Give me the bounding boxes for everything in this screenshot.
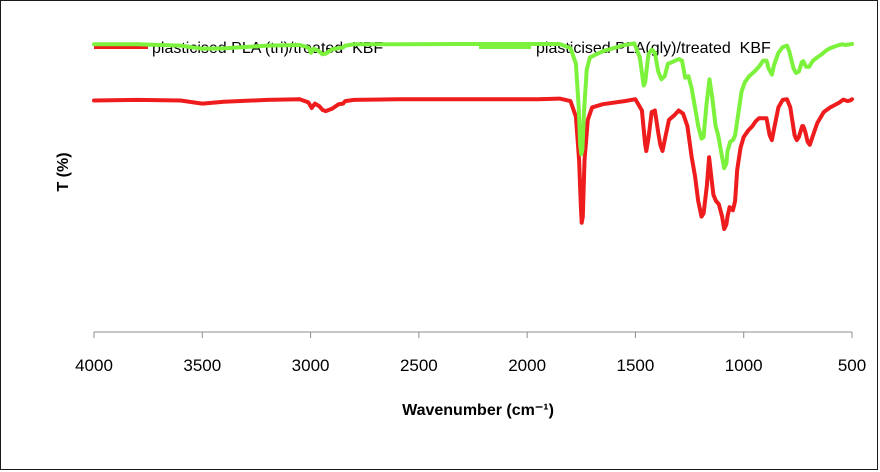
x-tick-label: 1500 [617, 356, 655, 375]
x-tick-label: 1000 [725, 356, 763, 375]
x-tick-label: 3000 [292, 356, 330, 375]
x-tick-label: 4000 [75, 356, 113, 375]
x-tick-label: 3500 [183, 356, 221, 375]
legend-label-tri: plasticised PLA (tri)/treated KBF [152, 40, 383, 57]
x-tick-label: 500 [838, 356, 866, 375]
series-layer [94, 43, 852, 229]
y-axis-title: T (%) [55, 152, 72, 191]
x-tick-label: 2000 [508, 356, 546, 375]
x-ticks: 4000 3500 3000 2500 2000 1500 1000 500 [75, 332, 866, 375]
x-tick-label: 2500 [400, 356, 438, 375]
x-axis-title: Wavenumber (cm⁻¹) [402, 402, 554, 419]
